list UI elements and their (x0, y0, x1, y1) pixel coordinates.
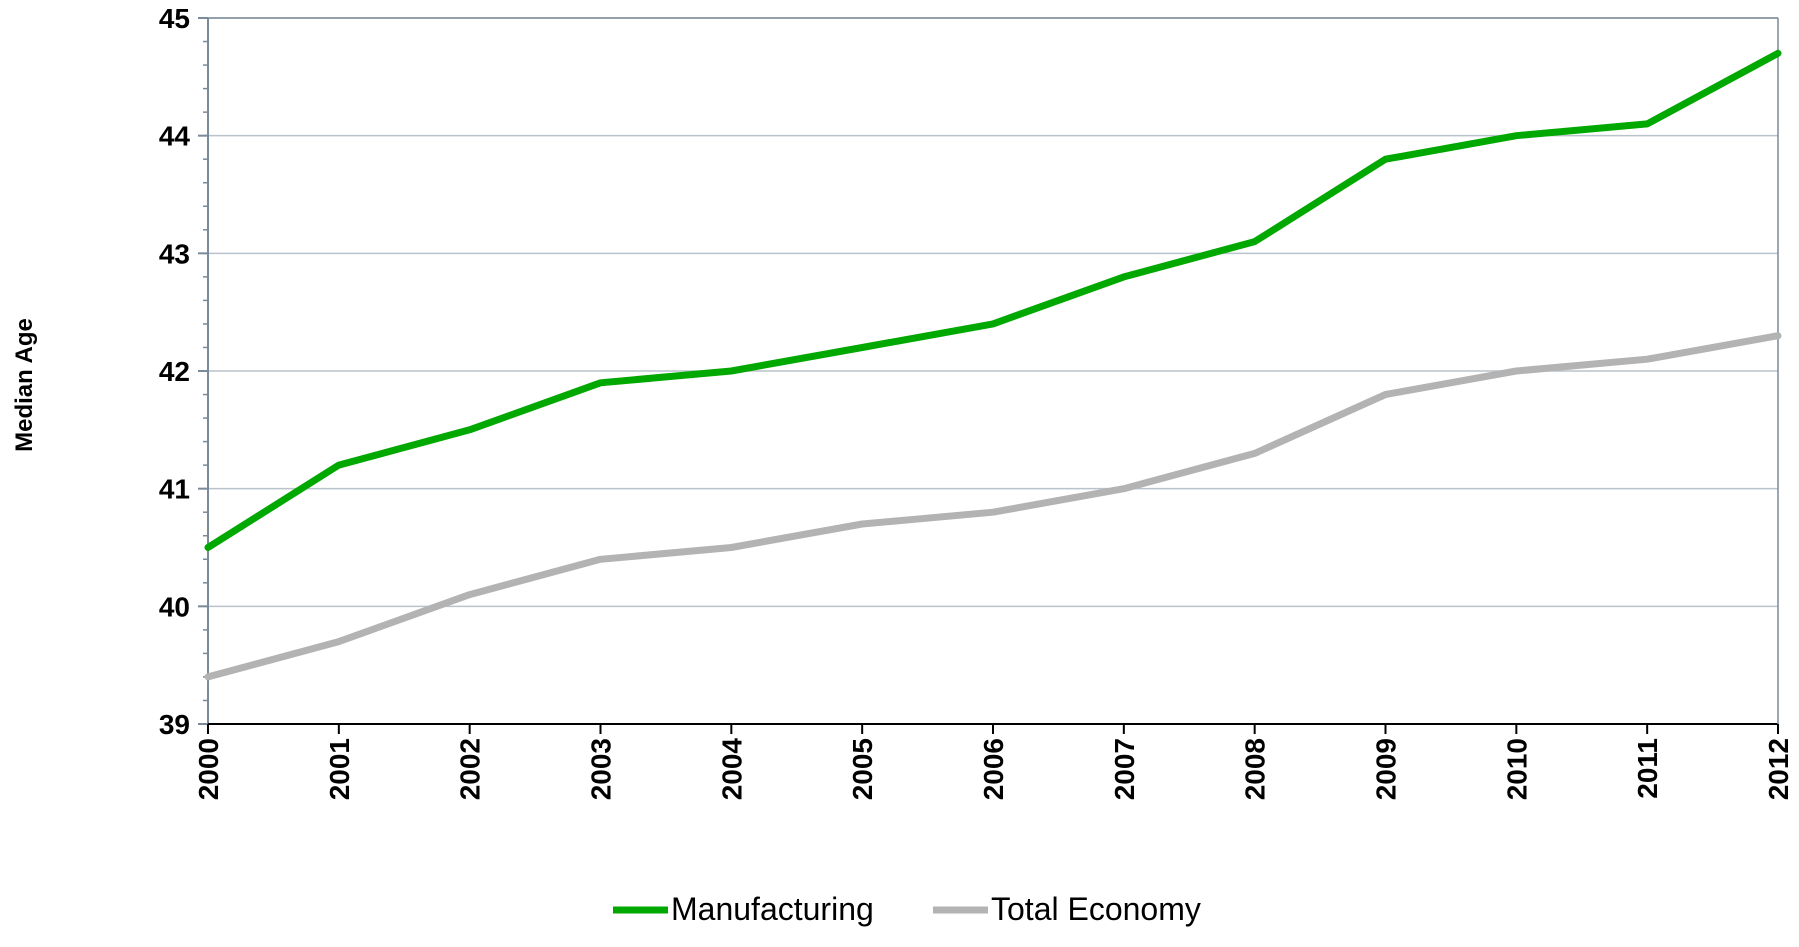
x-tick-label: 2002 (455, 738, 486, 800)
x-tick-label: 2010 (1501, 738, 1532, 800)
x-tick-label: 2011 (1632, 738, 1663, 799)
x-tick-labels: 2000 2001 2002 2003 2004 2005 2006 2007 2008 2009… (193, 738, 1794, 801)
y-tick-label: 41 (159, 474, 190, 505)
gridlines (208, 17, 1778, 608)
x-tick-label: 2007 (1109, 738, 1140, 800)
x-tick-label: 2009 (1371, 738, 1402, 800)
axes (198, 17, 1779, 734)
y-tick-labels: 39 40 41 42 43 44 45 (159, 3, 191, 740)
x-tick-label: 2000 (193, 738, 224, 800)
x-tick-label: 2003 (586, 738, 617, 800)
legend: Manufacturing Total Economy (613, 891, 1201, 927)
legend-label: Manufacturing (671, 891, 874, 927)
y-tick-label: 40 (159, 591, 190, 622)
y-tick-label: 39 (159, 709, 190, 740)
y-axis-label: Median Age (11, 318, 38, 452)
x-tick-label: 2012 (1763, 738, 1794, 800)
x-tick-label: 2001 (324, 738, 355, 800)
x-tick-label: 2006 (978, 738, 1009, 800)
x-tick-label: 2008 (1240, 738, 1271, 800)
series-line-total-economy (204, 332, 1782, 681)
y-tick-label: 42 (159, 356, 190, 387)
legend-label: Total Economy (991, 891, 1201, 927)
y-tick-label: 44 (159, 121, 191, 152)
x-tick-label: 2004 (716, 738, 747, 801)
x-tick-label: 2005 (847, 738, 878, 800)
series-line-manufacturing (204, 49, 1782, 551)
y-tick-label: 45 (159, 3, 190, 34)
y-tick-label: 43 (159, 238, 190, 269)
series-lines (204, 49, 1782, 681)
